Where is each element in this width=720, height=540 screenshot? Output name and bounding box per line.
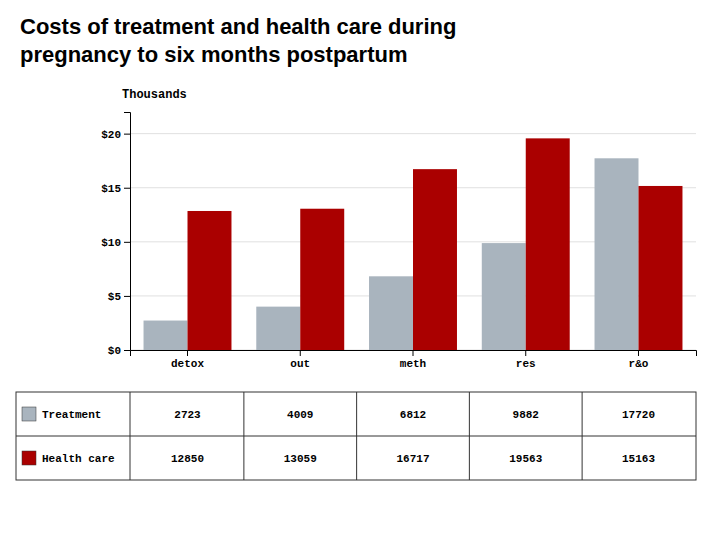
- series-name: Health care: [42, 453, 115, 465]
- y-tick: $0: [108, 345, 130, 357]
- subtitle: pregnancy to six months postpartum: [20, 42, 408, 67]
- x-tick-mark: [525, 350, 526, 356]
- x-tick-mark: [300, 350, 301, 356]
- swatch: [22, 451, 36, 465]
- x-tick-mark: [187, 350, 188, 356]
- table-border: [16, 392, 696, 480]
- y-axis: $0 $5 $10 $15 $20: [101, 113, 130, 358]
- x-tick-label: detox: [171, 358, 204, 370]
- bar: [526, 138, 570, 350]
- y-tick-mark: [124, 296, 130, 297]
- y-tick-label: $15: [101, 183, 121, 195]
- x-tick-mark: [413, 350, 414, 356]
- bar: [144, 321, 188, 350]
- value-label: 9882: [513, 409, 539, 421]
- y-tick-label: $10: [101, 237, 121, 249]
- swatch: [22, 407, 36, 421]
- value-label: 15163: [622, 453, 655, 465]
- x-tick: res: [516, 350, 536, 370]
- plot: $0 $5 $10 $15 $20 Thousands detox out meth res r&o: [101, 88, 696, 370]
- y-tick-mark: [124, 350, 130, 351]
- bar: [482, 243, 526, 350]
- value-label: 4009: [287, 409, 313, 421]
- x-tick-mark: [638, 350, 639, 356]
- bar: [413, 169, 457, 350]
- value-label: 17720: [622, 409, 655, 421]
- series-name: Treatment: [42, 409, 101, 421]
- x-tick: r&o: [629, 350, 649, 370]
- bar: [595, 158, 639, 350]
- y-axis-line: [124, 113, 131, 351]
- y-tick-mark: [124, 134, 130, 135]
- table: Treatment 2723 4009 6812 9882 17720 Health car…: [16, 392, 696, 480]
- bar: [638, 186, 682, 350]
- x-tick: meth: [400, 350, 426, 370]
- y-tick: $20: [101, 129, 130, 141]
- bar: [369, 276, 413, 350]
- bar: [300, 209, 344, 350]
- y-tick: $5: [108, 291, 130, 303]
- y-axis-label: Thousands: [122, 88, 187, 102]
- title: Costs of treatment and health care durin…: [20, 14, 456, 39]
- value-label: 6812: [400, 409, 426, 421]
- y-tick: $15: [101, 183, 130, 195]
- y-tick-mark: [124, 188, 130, 189]
- y-tick-mark: [124, 242, 130, 243]
- y-tick-label: $5: [108, 291, 122, 303]
- y-tick-label: $0: [108, 345, 121, 357]
- grid-line: [130, 133, 696, 134]
- x-tick: detox: [171, 350, 204, 370]
- table-divider: [16, 436, 696, 437]
- x-tick-label: r&o: [629, 358, 649, 370]
- x-axis-line: [131, 351, 697, 357]
- x-tick: out: [290, 350, 310, 370]
- value-label: 12850: [171, 453, 204, 465]
- value-label: 16717: [396, 453, 429, 465]
- bar-series: [188, 138, 683, 350]
- value-label: 13059: [284, 453, 317, 465]
- y-tick-label: $20: [101, 129, 121, 141]
- bar: [188, 211, 232, 350]
- value-label: 19563: [509, 453, 542, 465]
- bars: [144, 138, 683, 350]
- x-axis: detox out meth res r&o: [131, 350, 697, 370]
- x-tick-label: res: [516, 358, 536, 370]
- x-tick-label: out: [290, 358, 310, 370]
- value-label: 2723: [174, 409, 201, 421]
- y-tick: $10: [101, 237, 130, 249]
- x-tick-label: meth: [400, 358, 426, 370]
- grid: [130, 134, 696, 350]
- chart: Costs of treatment and health care durin…: [0, 0, 720, 540]
- bar: [256, 307, 300, 350]
